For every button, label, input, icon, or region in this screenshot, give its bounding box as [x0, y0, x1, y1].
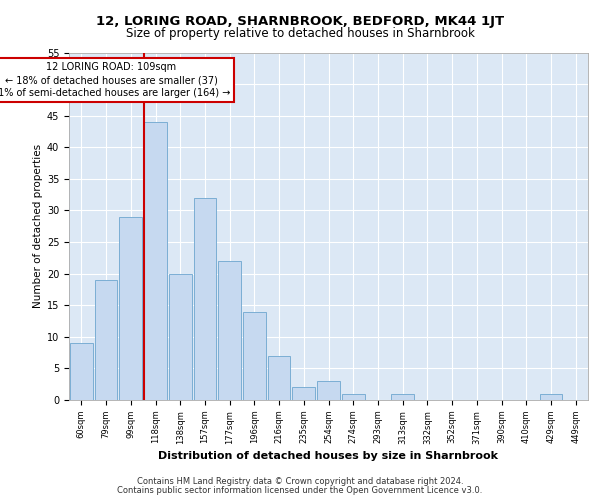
Bar: [95, 280, 118, 400]
Bar: [292, 388, 315, 400]
X-axis label: Distribution of detached houses by size in Sharnbrook: Distribution of detached houses by size …: [158, 450, 499, 460]
Y-axis label: Number of detached properties: Number of detached properties: [32, 144, 43, 308]
Bar: [218, 261, 241, 400]
Text: Contains HM Land Registry data © Crown copyright and database right 2024.: Contains HM Land Registry data © Crown c…: [137, 477, 463, 486]
Text: 12 LORING ROAD: 109sqm
← 18% of detached houses are smaller (37)
81% of semi-det: 12 LORING ROAD: 109sqm ← 18% of detached…: [0, 62, 230, 98]
Bar: [539, 394, 562, 400]
Bar: [391, 394, 414, 400]
Bar: [144, 122, 167, 400]
Bar: [169, 274, 191, 400]
Bar: [119, 217, 142, 400]
Bar: [342, 394, 365, 400]
Bar: [70, 343, 93, 400]
Bar: [194, 198, 216, 400]
Text: Contains public sector information licensed under the Open Government Licence v3: Contains public sector information licen…: [118, 486, 482, 495]
Text: 12, LORING ROAD, SHARNBROOK, BEDFORD, MK44 1JT: 12, LORING ROAD, SHARNBROOK, BEDFORD, MK…: [96, 15, 504, 28]
Text: Size of property relative to detached houses in Sharnbrook: Size of property relative to detached ho…: [125, 28, 475, 40]
Bar: [317, 381, 340, 400]
Bar: [243, 312, 266, 400]
Bar: [268, 356, 290, 400]
